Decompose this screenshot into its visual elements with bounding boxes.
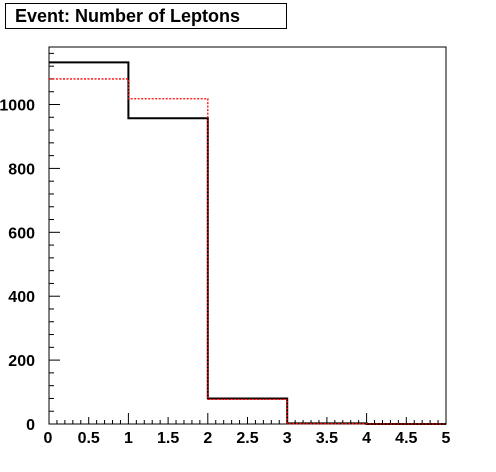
minor-ticks <box>49 52 439 424</box>
x-axis: 0 0.5 1 1.5 2 2.5 3 3.5 4 4.5 5 <box>44 413 451 447</box>
x-tick-label: 3 <box>283 430 292 447</box>
y-tick-label: 600 <box>8 225 35 242</box>
y-tick-label: 1000 <box>0 98 35 115</box>
x-tick-label: 4 <box>362 430 371 447</box>
x-tick-label: 2.5 <box>236 430 258 447</box>
histogram-series-1 <box>49 61 446 425</box>
series-layer <box>49 61 446 425</box>
x-tick-label: 4.5 <box>395 430 417 447</box>
x-tick-label: 0.5 <box>78 430 100 447</box>
x-tick-label: 1 <box>124 430 133 447</box>
x-tick-label: 1.5 <box>157 430 179 447</box>
y-tick-label: 800 <box>8 161 35 178</box>
y-tick-label: 400 <box>8 289 35 306</box>
chart-title: Event: Number of Leptons <box>5 3 287 29</box>
x-tick-label: 0 <box>44 430 53 447</box>
y-tick-label: 0 <box>26 417 35 434</box>
x-tick-label: 3.5 <box>316 430 338 447</box>
plot-frame <box>48 46 447 425</box>
x-tick-label: 5 <box>442 430 451 447</box>
x-tick-label: 2 <box>203 430 212 447</box>
y-axis: 0 200 400 600 800 1000 <box>0 98 60 434</box>
y-tick-label: 200 <box>8 353 35 370</box>
histogram-series-2 <box>49 78 446 425</box>
